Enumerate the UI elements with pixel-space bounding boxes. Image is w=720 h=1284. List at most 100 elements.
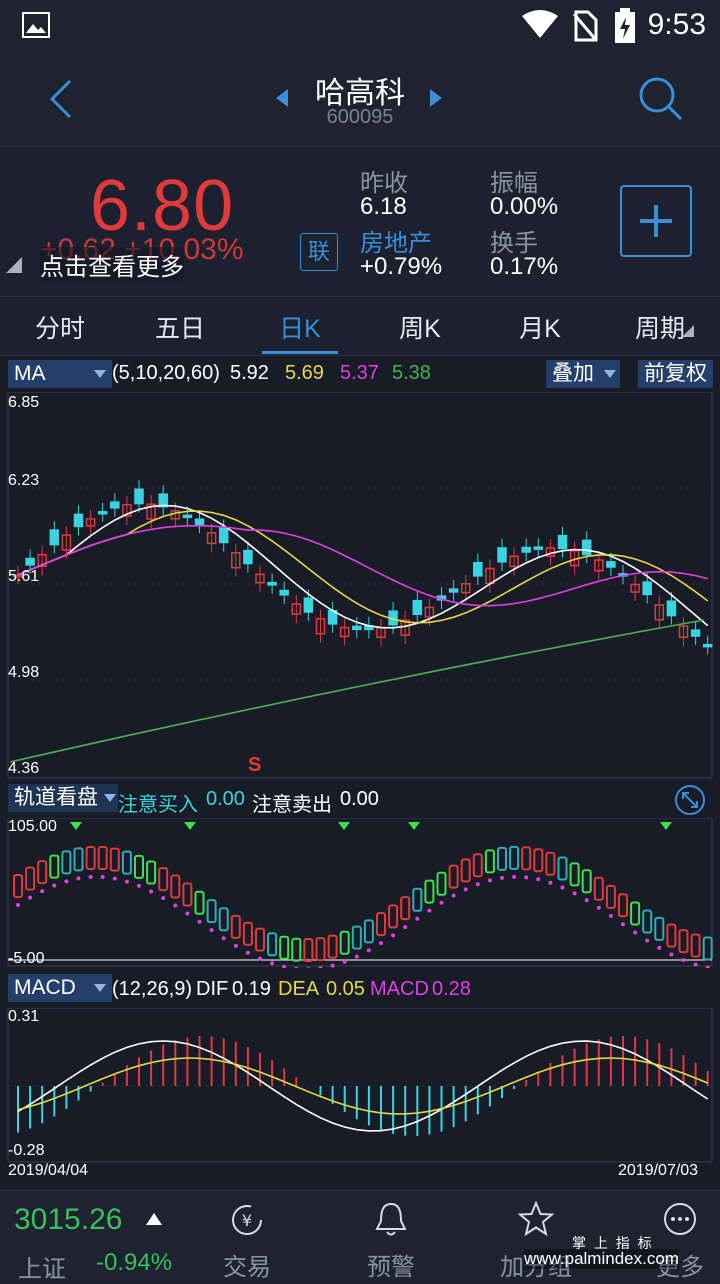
track-dot xyxy=(318,966,323,968)
tab-five-day[interactable]: 五日 xyxy=(154,315,205,343)
ma10-line xyxy=(17,510,709,624)
kline-chart-area[interactable]: MA (5,10,20,60) 5.92 5.69 5.37 5.38 叠加 前… xyxy=(0,356,720,1184)
nav-alert[interactable]: 预警 xyxy=(367,1254,415,1281)
nav-more[interactable]: 更多 xyxy=(656,1254,704,1281)
track-bar xyxy=(557,856,568,881)
dif-label: DIF xyxy=(196,978,229,1000)
price-axis-4: 4.98 xyxy=(8,664,40,681)
more-icon[interactable] xyxy=(662,1201,698,1237)
track-dot xyxy=(500,875,504,880)
buy-arrow xyxy=(184,822,196,830)
search-icon[interactable] xyxy=(636,74,684,122)
track-bar xyxy=(267,932,278,957)
track-bar xyxy=(690,933,701,958)
candle-body xyxy=(279,589,289,596)
track-bar xyxy=(339,930,350,955)
track-dot xyxy=(669,952,674,957)
track-dot xyxy=(245,950,250,955)
sell-value: 0.00 xyxy=(340,788,379,810)
candle-body xyxy=(460,583,471,594)
tab-intraday[interactable]: 分时 xyxy=(34,315,85,343)
overlay-selector[interactable]: 叠加 xyxy=(546,360,620,388)
price-axis-3: 5.61 xyxy=(8,568,40,585)
ma20-line xyxy=(17,524,708,607)
track-bar xyxy=(400,896,411,921)
candle-body xyxy=(49,529,60,546)
track-dot xyxy=(354,954,359,959)
track-dot xyxy=(28,895,33,900)
more-tip[interactable]: 点击查看更多 xyxy=(40,247,184,282)
track-bar xyxy=(97,846,108,871)
track-dot xyxy=(705,965,710,968)
ma-selector[interactable]: MA xyxy=(8,360,112,388)
tab-weekly-k[interactable]: 周K xyxy=(399,315,441,343)
track-bar xyxy=(279,935,290,960)
buy-arrow xyxy=(408,822,420,830)
nav-add-group[interactable]: 加分组 xyxy=(500,1254,572,1281)
plus-icon xyxy=(640,205,672,237)
ma5-value: 5.92 xyxy=(230,362,269,384)
start-date: 2019/04/04 xyxy=(8,1162,89,1179)
track-bar xyxy=(436,871,447,896)
track-bar xyxy=(593,876,604,901)
price-candles-chart[interactable] xyxy=(0,392,720,780)
fullscreen-icon[interactable] xyxy=(674,784,706,816)
sector-label[interactable]: 房地产 xyxy=(360,230,432,257)
candle-body xyxy=(194,518,205,525)
track-selector[interactable]: 轨道看盘 xyxy=(8,784,118,812)
candle-body xyxy=(73,513,84,528)
bottom-bar: 3015.26 上证 -0.94% ¥ 交易 预警 加分组 更多 掌 上 指 标… xyxy=(0,1190,720,1283)
next-stock-icon[interactable] xyxy=(428,88,444,108)
macd-selector[interactable]: MACD xyxy=(8,974,112,1002)
candle-body xyxy=(267,581,277,586)
price-axis-1: 6.85 xyxy=(8,394,40,411)
track-bar xyxy=(702,936,713,961)
track-dot xyxy=(330,963,335,968)
tab-period[interactable]: 周期 xyxy=(634,315,685,343)
nav-trade[interactable]: 交易 xyxy=(223,1254,271,1281)
candle-body xyxy=(218,527,229,544)
prev-close-value: 6.18 xyxy=(360,193,407,220)
no-sim-icon xyxy=(572,10,598,42)
sector-value: +0.79% xyxy=(360,253,443,280)
price-axis-2: 6.23 xyxy=(8,472,40,489)
macd-axis-top: 0.31 xyxy=(8,1008,40,1025)
back-icon[interactable] xyxy=(46,78,76,120)
macd-chart[interactable] xyxy=(0,1008,720,1164)
candle-body xyxy=(690,629,701,637)
lian-badge[interactable]: 联 xyxy=(300,233,338,271)
index-value[interactable]: 3015.26 xyxy=(14,1203,123,1236)
track-dot xyxy=(342,959,347,964)
macd-axis-bottom: -0.28 xyxy=(8,1142,45,1159)
candle-body xyxy=(678,625,689,639)
tab-daily-k[interactable]: 日K xyxy=(279,315,321,343)
wifi-icon xyxy=(522,10,558,38)
bell-icon[interactable] xyxy=(374,1201,408,1239)
watermark-url: www.palmindex.com xyxy=(524,1249,679,1269)
ma-selector-label: MA xyxy=(14,362,46,385)
trade-icon[interactable]: ¥ xyxy=(230,1203,264,1237)
track-dot xyxy=(548,880,553,885)
track-dot xyxy=(221,936,226,941)
track-dot xyxy=(524,875,529,880)
ma60-value: 5.38 xyxy=(392,362,431,384)
stock-code: 600095 xyxy=(326,106,394,128)
track-dot xyxy=(185,911,190,916)
add-watchlist-button[interactable] xyxy=(620,185,692,257)
tab-monthly-k[interactable]: 月K xyxy=(519,315,561,343)
track-dot xyxy=(621,922,625,927)
quote-panel[interactable]: 6.80 +0.62 +10.03% 点击查看更多 联 昨收 6.18 房地产 … xyxy=(0,146,720,295)
adjust-selector[interactable]: 前复权 xyxy=(638,360,713,388)
track-bar xyxy=(242,921,253,946)
plot-frame xyxy=(7,1008,713,1163)
expand-up-icon[interactable] xyxy=(146,1213,162,1225)
track-indicator-chart[interactable] xyxy=(0,818,720,968)
candle-body xyxy=(473,561,483,577)
track-bar xyxy=(25,866,36,891)
track-dot xyxy=(233,943,238,948)
star-icon[interactable] xyxy=(518,1201,554,1237)
prev-stock-icon[interactable] xyxy=(274,88,290,108)
candle-body xyxy=(122,504,132,517)
plot-frame xyxy=(7,818,713,967)
candle-body xyxy=(243,549,253,565)
